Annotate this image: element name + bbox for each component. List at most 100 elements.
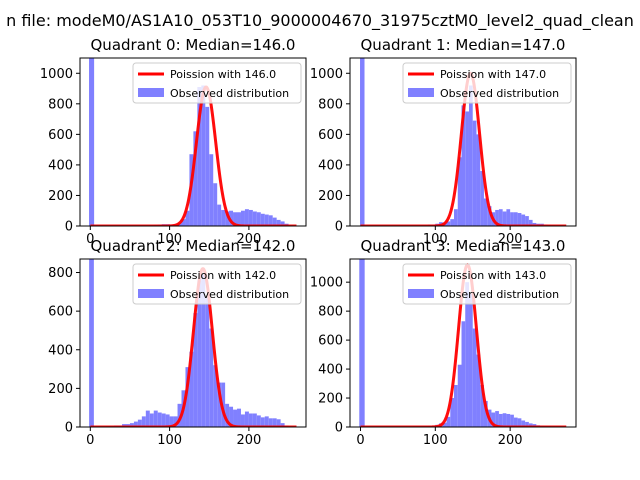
histogram-bar bbox=[491, 412, 496, 427]
histogram-bar bbox=[454, 209, 458, 226]
histogram-bar bbox=[248, 209, 253, 226]
histogram-bar bbox=[185, 210, 190, 226]
histogram-bar bbox=[442, 422, 447, 427]
histogram-bar bbox=[457, 157, 462, 226]
y-tick-label: 200 bbox=[318, 189, 343, 204]
histogram-bar bbox=[256, 415, 261, 427]
legend-box bbox=[132, 263, 302, 305]
histogram-bar bbox=[225, 403, 230, 427]
histogram-bar bbox=[480, 171, 484, 226]
legend-hist-swatch bbox=[408, 289, 434, 298]
y-tick-label: 0 bbox=[65, 421, 73, 436]
histogram-bar bbox=[446, 221, 451, 226]
histogram-bar bbox=[272, 217, 277, 226]
legend-label-observed: Observed distribution bbox=[170, 288, 289, 301]
histogram-bar bbox=[483, 400, 488, 427]
histogram-bar bbox=[480, 385, 484, 427]
x-tick-label: 0 bbox=[86, 232, 94, 247]
histogram-bar bbox=[268, 418, 273, 427]
subplot-title: Quadrant 2: Median=142.0 bbox=[91, 237, 296, 255]
histogram-bar bbox=[532, 222, 537, 226]
legend-label-poisson: Poission with 143.0 bbox=[440, 269, 546, 282]
histogram-bar bbox=[252, 211, 257, 226]
y-tick-label: 1000 bbox=[310, 67, 343, 82]
histogram-bar bbox=[89, 259, 94, 427]
histogram-bar bbox=[498, 209, 503, 226]
histogram-bar bbox=[510, 212, 514, 226]
histogram-bar bbox=[209, 328, 214, 427]
histogram-bar bbox=[450, 398, 455, 427]
x-tick-label: 100 bbox=[157, 433, 182, 448]
histogram-bar bbox=[197, 87, 202, 226]
plot-area bbox=[89, 259, 297, 427]
histogram-bar bbox=[528, 219, 533, 226]
histogram-bar bbox=[177, 403, 182, 427]
axes-frame bbox=[79, 258, 307, 428]
legend: Poission with 146.0 Observed distribution bbox=[132, 62, 302, 104]
histogram-bar bbox=[213, 365, 218, 427]
legend-label-observed: Observed distribution bbox=[440, 87, 559, 100]
histogram-bar bbox=[461, 321, 466, 427]
histogram-bar bbox=[495, 209, 499, 226]
poisson-curve bbox=[90, 85, 297, 226]
histogram-bar bbox=[201, 85, 206, 226]
y-tick-label: 800 bbox=[318, 97, 343, 112]
poisson-curve bbox=[360, 71, 567, 226]
poisson-curve bbox=[90, 267, 297, 427]
histogram-bar bbox=[169, 416, 174, 427]
x-tick-label: 200 bbox=[498, 433, 523, 448]
histogram-bar bbox=[483, 198, 488, 226]
histogram-bar bbox=[521, 214, 526, 226]
axes-frame bbox=[349, 57, 577, 227]
figure-suptitle: n file: modeM0/AS1A10_053T10_9000004670_… bbox=[6, 11, 634, 31]
legend-box bbox=[402, 263, 572, 305]
histogram-bar bbox=[280, 423, 285, 427]
x-tick-label: 100 bbox=[157, 232, 182, 247]
histogram-bar bbox=[276, 419, 281, 427]
histogram-bar bbox=[89, 58, 95, 226]
x-tick-label: 200 bbox=[236, 232, 261, 247]
legend: Poission with 147.0 Observed distribution bbox=[402, 62, 572, 104]
histogram-bar bbox=[129, 423, 134, 427]
y-tick-label: 0 bbox=[65, 220, 73, 235]
legend-label-poisson: Poission with 146.0 bbox=[170, 68, 276, 81]
histogram-bar bbox=[197, 280, 202, 427]
legend-label-observed: Observed distribution bbox=[440, 288, 559, 301]
legend: Poission with 143.0 Observed distribution bbox=[402, 263, 572, 305]
histogram-bar bbox=[173, 416, 178, 427]
subplot-title: Quadrant 1: Median=147.0 bbox=[361, 36, 566, 54]
histogram-bar bbox=[521, 420, 526, 427]
histogram-bar bbox=[468, 85, 473, 226]
y-tick-label: 800 bbox=[318, 305, 343, 320]
histogram-bar bbox=[201, 274, 206, 427]
subplot-quadrant-2: Quadrant 2: Median=142.0 0 100 200 0 200 400 6… bbox=[48, 237, 307, 448]
histogram-bar bbox=[145, 410, 150, 427]
axes-frame bbox=[79, 57, 307, 227]
axes-frame bbox=[349, 258, 577, 428]
histogram-bar bbox=[487, 206, 492, 226]
histogram-bar bbox=[181, 219, 186, 226]
histogram-bar bbox=[517, 418, 522, 427]
histogram-bar bbox=[525, 216, 529, 226]
histogram-bar bbox=[506, 209, 511, 226]
histogram-bar bbox=[248, 413, 253, 427]
histogram-bar bbox=[360, 58, 365, 226]
histogram-bar bbox=[161, 413, 166, 427]
histogram-bar bbox=[476, 354, 481, 427]
histogram-bar bbox=[260, 213, 265, 226]
histogram-bar bbox=[513, 212, 518, 226]
histogram-bar bbox=[193, 131, 198, 226]
histogram-bar bbox=[498, 413, 503, 427]
histogram-bar bbox=[468, 293, 473, 427]
histogram-bar bbox=[244, 411, 249, 427]
y-tick-label: 600 bbox=[318, 334, 343, 349]
histogram-bar bbox=[359, 259, 365, 427]
histogram-bar bbox=[233, 409, 238, 427]
histogram-bar bbox=[268, 215, 273, 226]
y-tick-label: 800 bbox=[48, 97, 73, 112]
histogram-bar bbox=[193, 313, 198, 427]
histogram-bar bbox=[446, 416, 451, 427]
x-tick-label: 0 bbox=[356, 433, 364, 448]
histogram-bar bbox=[229, 210, 234, 226]
